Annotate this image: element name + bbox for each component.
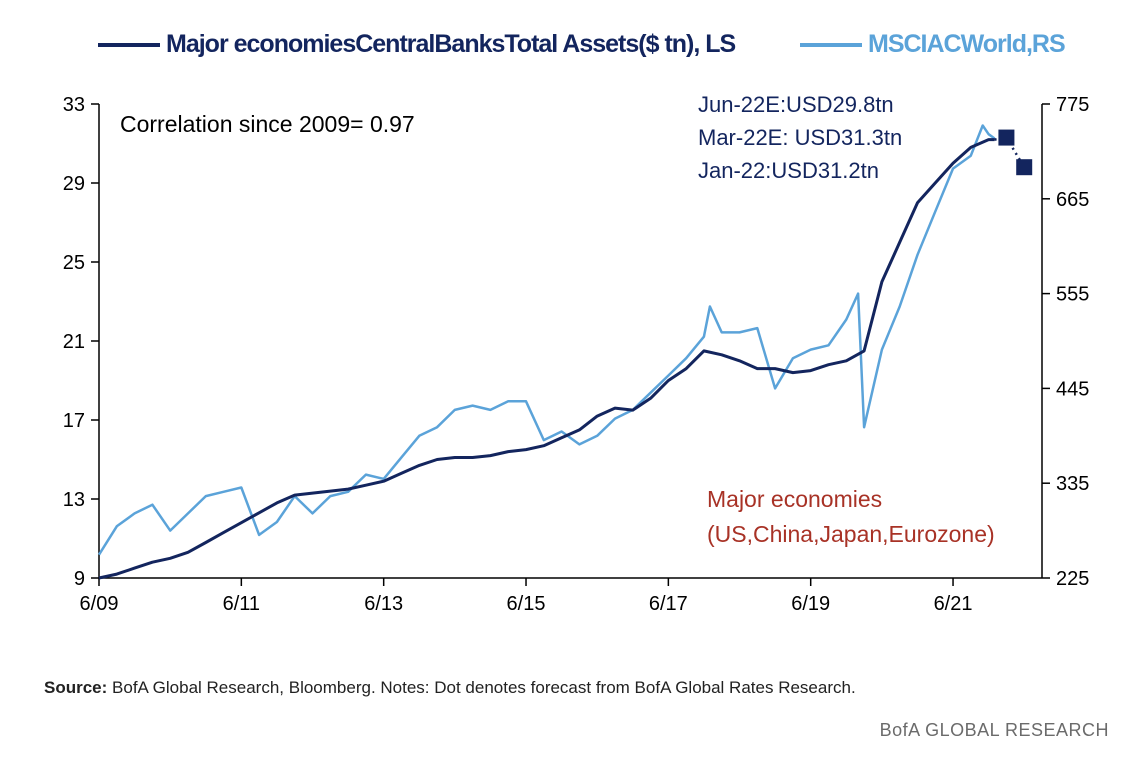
legend-item-central-banks: Major economiesCentralBanksTotal Assets(… bbox=[98, 30, 736, 59]
line-chart: 9 13 17 21 25 29 33 225 335 445 555 665 775 6/09 6/11 6… bbox=[63, 92, 1090, 615]
legend-swatch-central-banks bbox=[98, 42, 160, 47]
legend-item-msci: MSCIACWorld,RS bbox=[800, 30, 1066, 59]
left-axis-tick-label: 13 bbox=[63, 489, 85, 511]
series-line-msci bbox=[97, 124, 996, 556]
left-axis-tick-label: 21 bbox=[63, 331, 85, 353]
x-axis-tick-label: 6/17 bbox=[649, 593, 688, 615]
left-axis-tick-label: 29 bbox=[63, 173, 85, 195]
forecast-annotation-line: Mar-22E: USD31.3tn bbox=[698, 125, 902, 150]
right-axis-tick-label: 225 bbox=[1056, 568, 1089, 590]
legend-label-msci: MSCIACWorld,RS bbox=[868, 30, 1066, 58]
x-axis-tick-label: 6/09 bbox=[80, 593, 119, 615]
right-axis-tick-label: 555 bbox=[1056, 284, 1089, 306]
legend-label-central-banks: Major economiesCentralBanksTotal Assets(… bbox=[166, 30, 736, 58]
source-label: Source: bbox=[44, 678, 108, 697]
left-axis-tick-label: 25 bbox=[63, 252, 85, 274]
right-axis-tick-label: 445 bbox=[1056, 378, 1089, 400]
x-axis-tick-label: 6/13 bbox=[364, 593, 403, 615]
correlation-annotation: Correlation since 2009= 0.97 bbox=[120, 111, 415, 137]
chart-legend: Major economiesCentralBanksTotal Assets(… bbox=[0, 30, 1125, 70]
x-axis-tick-label: 6/15 bbox=[507, 593, 546, 615]
source-text: BofA Global Research, Bloomberg. Notes: … bbox=[107, 678, 856, 697]
series-line-central-banks bbox=[98, 138, 995, 580]
economies-annotation-line: (US,China,Japan,Eurozone) bbox=[707, 521, 995, 547]
x-axis-tick-label: 6/19 bbox=[791, 593, 830, 615]
legend-swatch-msci bbox=[800, 42, 862, 47]
right-axis-tick-label: 665 bbox=[1056, 189, 1089, 211]
x-axis-tick-label: 6/11 bbox=[223, 593, 260, 615]
right-axis-tick-label: 335 bbox=[1056, 473, 1089, 495]
left-axis-tick-label: 9 bbox=[74, 568, 85, 590]
right-axis-tick-label: 775 bbox=[1056, 94, 1089, 116]
forecast-annotation-line: Jan-22:USD31.2tn bbox=[698, 158, 879, 183]
economies-annotation-line: Major economies bbox=[707, 486, 882, 512]
forecast-annotation-line: Jun-22E:USD29.8tn bbox=[698, 92, 894, 117]
left-axis-tick-label: 33 bbox=[63, 94, 85, 116]
x-axis-tick-label: 6/21 bbox=[934, 593, 973, 615]
forecast-marker bbox=[1016, 159, 1033, 176]
left-axis-tick-label: 17 bbox=[63, 410, 85, 432]
brand-label: BofA GLOBAL RESEARCH bbox=[879, 720, 1109, 740]
source-note: Source: BofA Global Research, Bloomberg.… bbox=[44, 678, 856, 698]
forecast-marker bbox=[998, 129, 1015, 146]
